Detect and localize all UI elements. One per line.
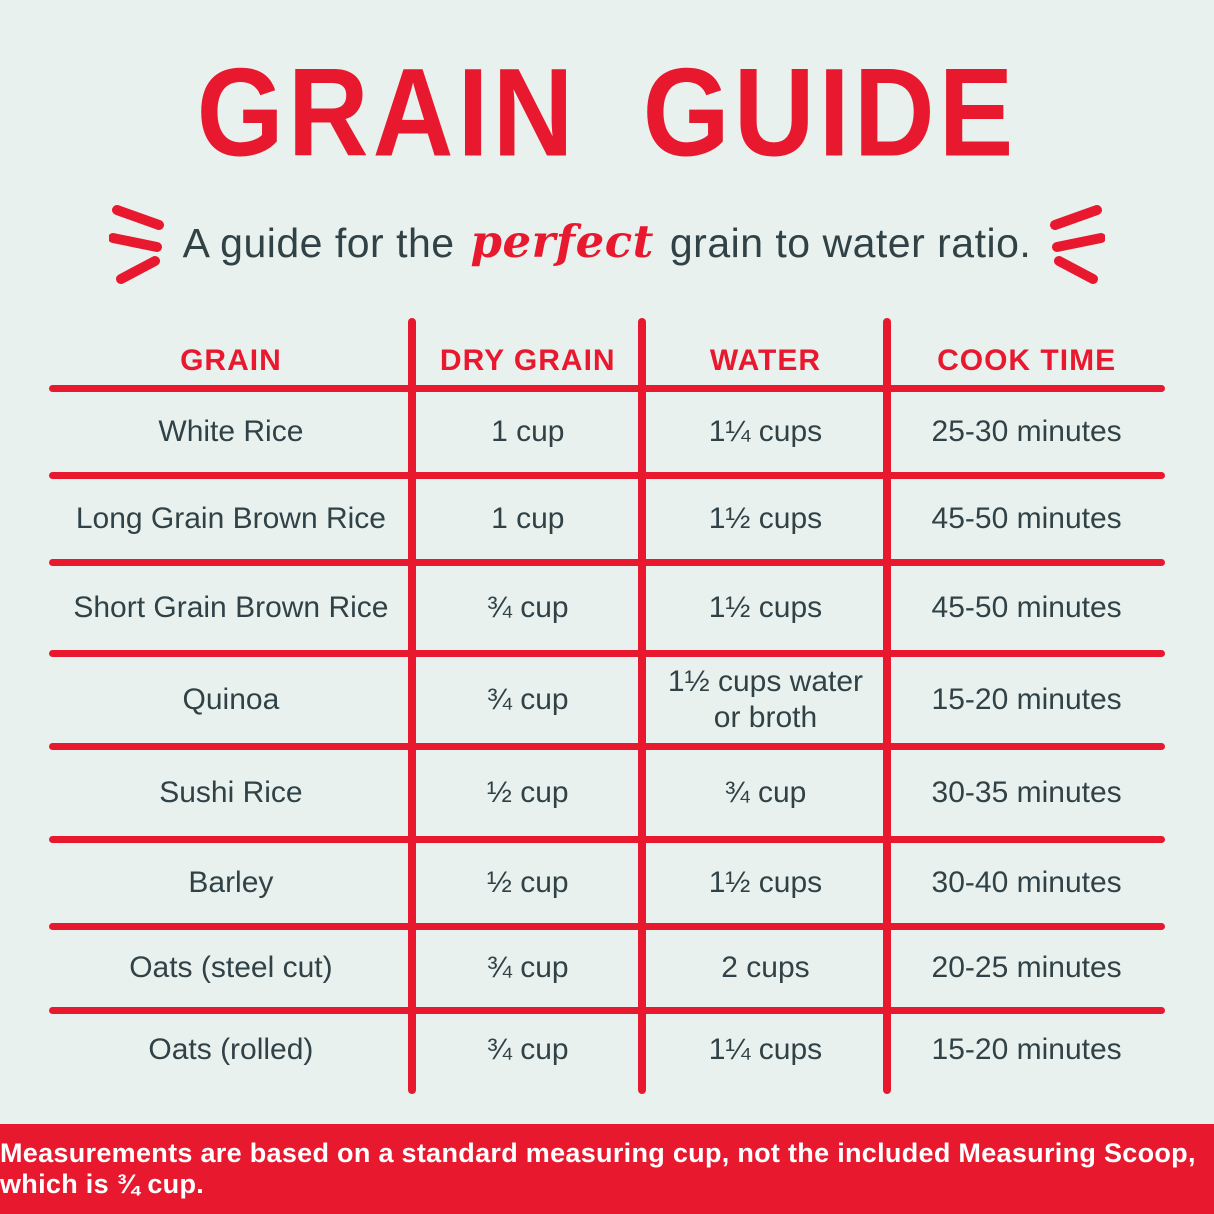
grain-name-cell: Short Grain Brown Rice xyxy=(73,590,389,624)
value-cell: 20-25 minutes xyxy=(931,951,1122,984)
subtitle-row: A guide for the perfect grain to water r… xyxy=(0,196,1214,286)
value-cell: ¾ cup xyxy=(724,775,807,809)
grid-line-horizontal xyxy=(49,384,1165,392)
sparkle-left-icon xyxy=(108,205,164,284)
grain-name-cell: Oats (steel cut) xyxy=(129,951,333,984)
grain-name-cell: Long Grain Brown Rice xyxy=(75,501,386,535)
grain-name-cell: Oats (rolled) xyxy=(148,1033,314,1066)
grid-line-vertical xyxy=(883,318,891,1094)
value-cell: ¾ cup xyxy=(486,682,569,716)
value-cell: 1½ cups water or broth xyxy=(667,664,864,734)
value-cell: 1½ cups xyxy=(708,865,823,899)
subtitle-highlight: perfect xyxy=(470,214,654,268)
value-cell: 1¼ cups xyxy=(708,414,823,448)
value-cell: ¾ cup xyxy=(486,951,569,984)
value-cell: ¾ cup xyxy=(486,590,569,624)
value-cell: 1½ cups xyxy=(708,590,823,624)
value-cell: 1 cup xyxy=(491,501,565,535)
column-header-cook-time: COOK TIME xyxy=(937,344,1117,377)
grid-line-horizontal xyxy=(49,1006,1165,1014)
grain-table: GRAIN DRY GRAIN WATER COOK TIME White Rice 1 … xyxy=(49,320,1165,1090)
grid-line-horizontal xyxy=(49,742,1165,750)
value-cell: 15-20 minutes xyxy=(931,682,1122,716)
value-cell: ½ cup xyxy=(486,775,569,809)
grid-line-horizontal xyxy=(49,471,1165,479)
column-header-water: WATER xyxy=(709,344,822,377)
table-wrap: GRAIN DRY GRAIN WATER COOK TIME White Rice 1 … xyxy=(49,318,1165,1094)
grid-line-horizontal xyxy=(49,649,1165,657)
subtitle: A guide for the perfect grain to water r… xyxy=(183,215,1032,268)
header: GRAIN GUIDE A guide for the perfect grai… xyxy=(0,0,1214,286)
sparkle-right-icon xyxy=(1050,205,1106,284)
value-cell: 45-50 minutes xyxy=(931,501,1122,535)
footer-note: Measurements are based on a standard mea… xyxy=(0,1138,1196,1199)
value-cell: 1 cup xyxy=(491,414,565,448)
page-title: GRAIN GUIDE xyxy=(196,42,1018,183)
value-cell: ¾ cup xyxy=(486,1033,569,1066)
value-cell: 30-40 minutes xyxy=(931,865,1122,899)
value-cell: 1¼ cups xyxy=(708,1033,823,1066)
grid-line-vertical xyxy=(638,318,646,1094)
grid-line-horizontal xyxy=(49,835,1165,843)
subtitle-prefix: A guide for the xyxy=(182,219,467,266)
column-header-grain: GRAIN xyxy=(180,344,282,377)
value-cell: 2 cups xyxy=(721,951,810,984)
grid-line-horizontal xyxy=(49,558,1165,566)
grid-line-vertical xyxy=(408,318,416,1094)
grain-name-cell: White Rice xyxy=(158,414,304,448)
column-header-dry-grain: DRY GRAIN xyxy=(439,344,616,377)
value-cell: 1½ cups xyxy=(708,501,823,535)
footer-bar: Measurements are based on a standard mea… xyxy=(0,1124,1214,1214)
value-cell: 45-50 minutes xyxy=(931,590,1122,624)
value-cell: 30-35 minutes xyxy=(931,775,1122,809)
grain-name-cell: Sushi Rice xyxy=(159,775,303,809)
value-cell: 15-20 minutes xyxy=(931,1033,1122,1066)
value-cell: 25-30 minutes xyxy=(931,414,1122,448)
grain-name-cell: Barley xyxy=(188,865,274,899)
subtitle-suffix: grain to water ratio. xyxy=(657,219,1032,266)
grid-line-horizontal xyxy=(49,922,1165,930)
grain-name-cell: Quinoa xyxy=(182,682,280,716)
value-cell: ½ cup xyxy=(486,865,569,899)
